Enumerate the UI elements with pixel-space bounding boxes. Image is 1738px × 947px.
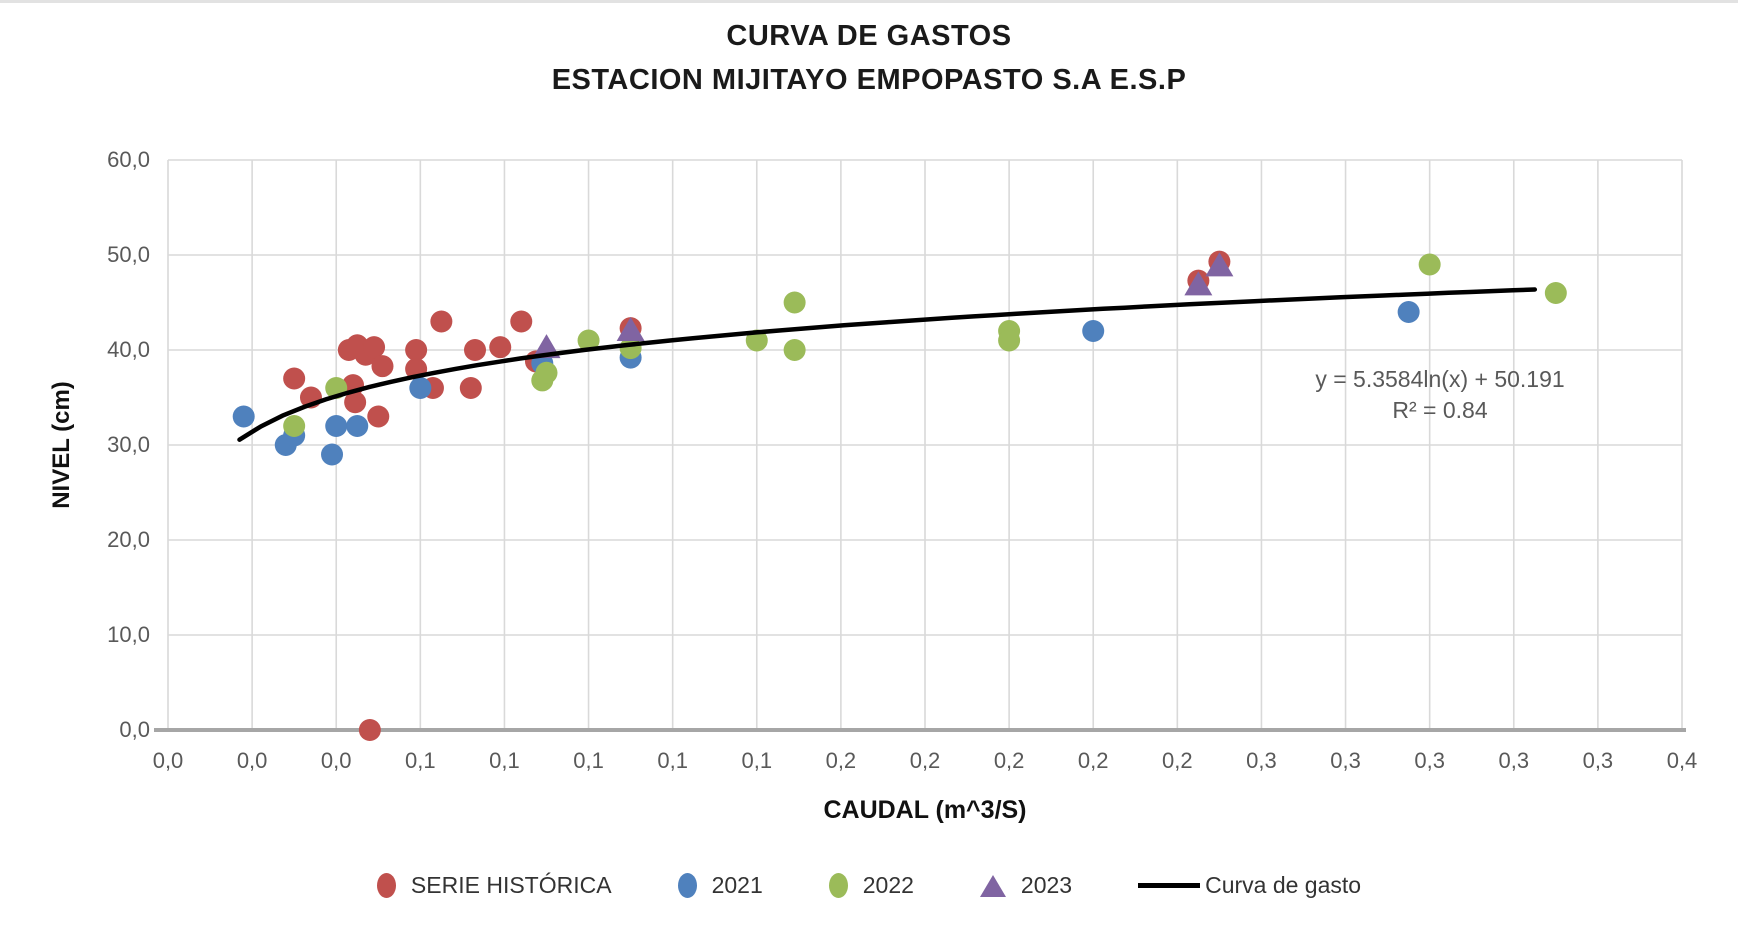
x-tick-label: 0,1 <box>741 748 773 773</box>
y-axis-title: NIVEL (cm) <box>48 381 75 509</box>
x-tick-label: 0,3 <box>1498 748 1530 773</box>
legend-label: Curva de gasto <box>1205 872 1362 898</box>
data-point-2022 <box>283 415 306 437</box>
data-point-triangle-2023 <box>1205 252 1234 277</box>
legend-item-serie-hist-rica: SERIE HISTÓRICA <box>376 872 612 899</box>
x-tick-label: 0,2 <box>1077 748 1109 773</box>
legend-label: 2021 <box>711 872 763 898</box>
x-tick-label: 0,2 <box>909 748 941 773</box>
legend-label: 2022 <box>862 872 914 898</box>
data-point-SERIE HISTÓRICA <box>358 719 381 741</box>
y-tick-label: 10,0 <box>107 622 150 647</box>
legend-item-2023: 2023 <box>979 872 1073 899</box>
legend-label: 2023 <box>1020 872 1073 898</box>
data-point-SERIE HISTÓRICA <box>430 310 453 333</box>
x-tick-label: 0,2 <box>1162 748 1193 773</box>
x-tick-label: 0,0 <box>320 748 352 773</box>
data-point-triangle-2023 <box>1184 271 1213 296</box>
data-point-SERIE HISTÓRICA <box>283 367 306 390</box>
data-point-2021 <box>321 443 344 466</box>
x-tick-label: 0,3 <box>1330 748 1361 773</box>
data-point-triangle-2023 <box>616 317 645 341</box>
data-point-2021 <box>1397 301 1420 323</box>
x-tick-label: 0,0 <box>236 748 268 773</box>
data-point-2021 <box>1082 320 1105 342</box>
x-tick-label: 0,1 <box>573 748 604 773</box>
y-tick-label: 50,0 <box>107 242 150 267</box>
window-edge-strip <box>0 0 1738 3</box>
x-axis-title: CAUDAL (m^3/S) <box>823 796 1027 824</box>
data-point-2022 <box>535 361 558 384</box>
x-tick-label: 0,3 <box>1246 748 1277 773</box>
x-tick-label: 0,2 <box>825 748 857 773</box>
legend-label: SERIE HISTÓRICA <box>410 872 612 898</box>
data-point-2021 <box>346 415 369 437</box>
data-point-2022 <box>783 339 806 361</box>
x-tick-label: 0,1 <box>489 748 520 773</box>
data-point-2022 <box>998 329 1021 352</box>
legend-line-marker <box>1138 883 1201 888</box>
data-point-2021 <box>409 377 432 399</box>
x-tick-label: 0,1 <box>405 748 436 773</box>
data-point-2022 <box>577 329 600 352</box>
data-point-SERIE HISTÓRICA <box>464 339 487 361</box>
x-tick-label: 0,3 <box>1582 748 1614 773</box>
trendline-curve <box>237 287 1538 442</box>
legend: SERIE HISTÓRICA 2021 2022 2023 Curva de gast… <box>0 872 1738 899</box>
legend-item-curva-de-gasto: Curva de gasto <box>1138 872 1361 899</box>
legend-circle-marker <box>376 873 396 898</box>
x-tick-label: 0,4 <box>1666 748 1698 773</box>
y-tick-label: 60,0 <box>107 147 150 172</box>
data-point-2022 <box>1544 282 1567 304</box>
legend-triangle-marker <box>979 874 1006 897</box>
data-point-2022 <box>783 291 806 314</box>
chart-title-line2: ESTACION MIJITAYO EMPOPASTO S.A E.S.P <box>551 64 1187 96</box>
data-point-SERIE HISTÓRICA <box>367 405 390 428</box>
data-point-SERIE HISTÓRICA <box>459 377 482 399</box>
data-point-SERIE HISTÓRICA <box>371 355 394 378</box>
x-tick-label: 0,3 <box>1414 748 1445 773</box>
chart-title-line1: CURVA DE GASTOS <box>726 20 1012 52</box>
data-point-SERIE HISTÓRICA <box>344 391 367 414</box>
x-tick-label: 0,2 <box>993 748 1025 773</box>
x-tick-label: 0,0 <box>152 748 184 773</box>
r-squared-text: R² = 0.84 <box>1392 397 1488 423</box>
legend-item-2021: 2021 <box>677 872 763 899</box>
y-tick-label: 40,0 <box>107 337 150 362</box>
x-tick-label: 0,1 <box>657 748 688 773</box>
data-point-2021 <box>232 405 255 428</box>
data-point-SERIE HISTÓRICA <box>489 336 512 359</box>
legend-circle-marker <box>828 873 848 898</box>
data-point-SERIE HISTÓRICA <box>363 336 386 359</box>
equation-text: y = 5.3584ln(x) + 50.191 <box>1315 366 1565 392</box>
trendline-equation: y = 5.3584ln(x) + 50.191 R² = 0.84 <box>1270 364 1610 426</box>
y-tick-label: 30,0 <box>107 432 150 457</box>
legend-circle-marker <box>677 873 697 898</box>
plot-area <box>154 159 1686 741</box>
data-point-2022 <box>1418 253 1441 276</box>
y-tick-label: 20,0 <box>107 527 150 552</box>
data-point-2021 <box>325 415 348 437</box>
y-tick-label: 0,0 <box>119 717 150 742</box>
legend-item-2022: 2022 <box>828 872 914 899</box>
data-point-SERIE HISTÓRICA <box>405 339 428 361</box>
data-point-SERIE HISTÓRICA <box>510 310 533 333</box>
